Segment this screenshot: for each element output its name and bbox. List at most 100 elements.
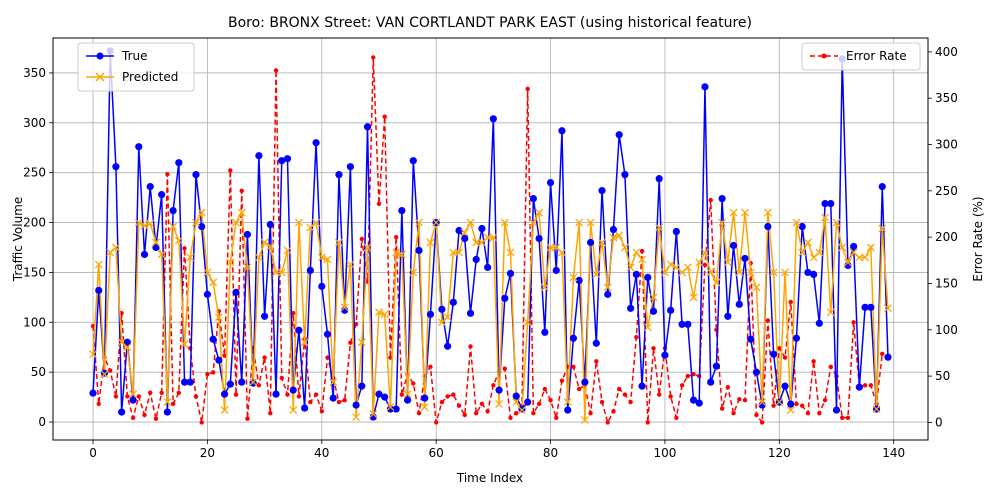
error-rate-point (239, 188, 244, 194)
y2-axis-label: Error Rate (%) (971, 196, 985, 281)
predicted-point (197, 208, 206, 217)
true-point (89, 389, 97, 397)
predicted-point (563, 398, 572, 407)
error-rate-point (382, 114, 387, 119)
true-point (449, 298, 457, 306)
y2-tick-label: 350 (935, 91, 958, 105)
true-point (289, 386, 297, 394)
predicted-point (723, 258, 732, 267)
true-point (655, 175, 663, 183)
predicted-point (426, 238, 435, 247)
error-rate-point (451, 392, 456, 397)
error-rate-point (159, 390, 164, 395)
true-point (375, 390, 383, 398)
predicted-point (237, 208, 246, 217)
x-tick-label: 100 (653, 446, 676, 460)
error-rate-point (313, 392, 319, 397)
error-rate-point (799, 403, 805, 408)
true-point (661, 351, 669, 359)
error-rate-point (182, 246, 187, 251)
true-point (718, 195, 726, 203)
predicted-point (415, 218, 423, 227)
predicted-point (363, 243, 372, 252)
true-point (764, 222, 772, 231)
true-point (792, 334, 801, 342)
true-point (535, 234, 543, 243)
true-point (232, 288, 240, 296)
predicted-point (329, 378, 338, 387)
predicted-point (598, 238, 606, 247)
true-point (472, 255, 480, 264)
y-axis-label: Traffic Volume (11, 197, 25, 283)
error-rate-point (862, 383, 868, 388)
true-point (632, 270, 640, 279)
error-rate-point (742, 397, 748, 403)
error-rate-point (777, 346, 782, 351)
predicted-point (380, 310, 389, 319)
predicted-point (775, 398, 784, 407)
true-point (306, 266, 314, 275)
error-rate-point (828, 364, 833, 370)
error-rate-point (588, 410, 593, 416)
predicted-point (226, 258, 235, 267)
predicted-point (249, 378, 258, 387)
true-point (575, 276, 583, 284)
y-tick-label: 0 (38, 415, 46, 429)
error-rate-point (491, 383, 496, 388)
predicted-point (157, 250, 166, 259)
true-point (861, 303, 869, 311)
true-point (329, 394, 337, 402)
predicted-point (683, 263, 692, 272)
predicted-point (495, 400, 504, 409)
y2-tick-label: 300 (935, 138, 958, 152)
chart-title: Boro: BRONX Street: VAN CORTLANDT PARK E… (228, 15, 752, 31)
true-point (667, 306, 675, 314)
predicted-point (666, 260, 675, 269)
true-point (672, 227, 680, 236)
true-point (518, 405, 526, 413)
y-tick-label: 100 (23, 315, 46, 329)
error-rate-point (719, 406, 725, 411)
true-point (438, 305, 446, 313)
error-rate-point (679, 383, 685, 388)
predicted-point (186, 253, 195, 262)
true-point (461, 234, 469, 243)
predicted-point (151, 238, 160, 247)
predicted-point (763, 208, 772, 217)
error-rate-point (485, 409, 490, 414)
legend-error-label: Error Rate (846, 49, 907, 63)
predicted-point (294, 218, 303, 227)
true-point (301, 404, 309, 412)
predicted-point (312, 218, 321, 227)
true-point (175, 159, 183, 167)
predicted-point (220, 406, 229, 415)
true-point (684, 320, 692, 328)
true-point (649, 307, 658, 315)
true-point (546, 179, 555, 187)
error-rate-point (880, 351, 885, 357)
legend-right: Error Rate (801, 42, 921, 71)
true-point (552, 266, 560, 275)
error-rate-point (319, 409, 324, 414)
error-rate-point (113, 394, 119, 399)
error-rate-point (794, 401, 799, 407)
true-point (484, 263, 492, 272)
error-rate-point (571, 364, 576, 370)
true-point (724, 312, 732, 320)
true-point (752, 368, 761, 376)
error-rate-point (822, 397, 828, 403)
predicted-point (798, 248, 807, 257)
true-point (644, 273, 652, 282)
error-rate-point (788, 299, 793, 305)
predicted-point (392, 248, 401, 257)
error-rate-point (845, 415, 851, 420)
true-point (506, 269, 515, 278)
error-rate-point (639, 248, 645, 254)
true-point (729, 241, 738, 250)
error-rate-point (296, 394, 302, 399)
predicted-point (174, 236, 183, 245)
predicted-point (861, 253, 870, 262)
error-rate-point (153, 416, 159, 421)
predicted-point (260, 238, 269, 247)
predicted-point (146, 219, 155, 228)
